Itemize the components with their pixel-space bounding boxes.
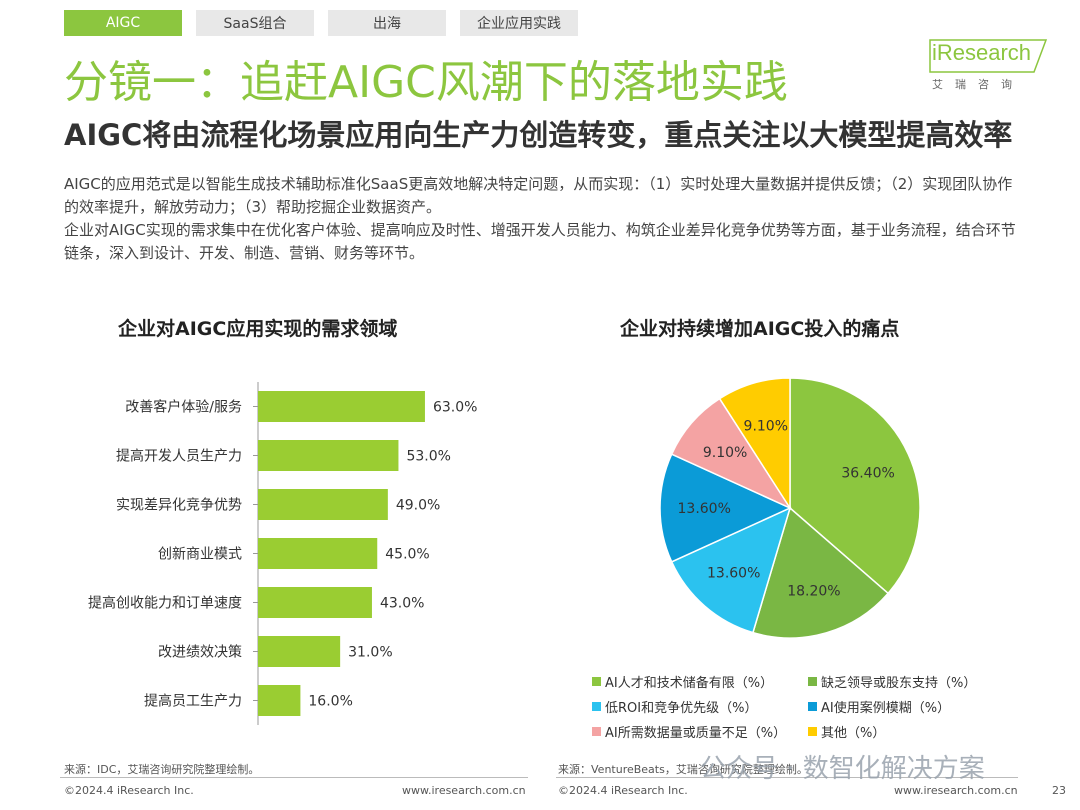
bar-chart: 改善客户体验/服务 63.0% 提高开发人员生产力 53.0% 实现差异化竞争优势 49.… [88, 382, 477, 725]
legend-swatch [808, 702, 817, 711]
footer-copyright-left: ©2024.4 iResearch Inc. [64, 784, 194, 797]
legend-swatch [808, 677, 817, 686]
legend-item: AI人才和技术储备有限（%） [592, 672, 808, 691]
page-title: 分镜一：追赶AIGC风潮下的落地实践 [64, 57, 788, 108]
pie-slice-label: 13.60% [707, 566, 760, 582]
pie-legend: AI人才和技术储备有限（%） 缺乏领导或股东支持（%） 低ROI和竞争优先级（%） A… [592, 672, 1012, 741]
bar-6 [258, 685, 301, 716]
pie-slice-0 [789, 377, 921, 595]
bar-4 [258, 587, 372, 618]
page-number: 23 [1052, 784, 1066, 797]
pie-chart: 36.40% 18.20% 13.60% 13.60% 9.10% 9.10% [659, 377, 921, 639]
legend-item: 其他（%） [808, 722, 1008, 741]
intro-paragraph-2: 企业对AIGC实现的需求集中在优化客户体验、提高响应及时性、增强开发人员能力、构… [64, 221, 1016, 262]
bar-category-label: 改进绩效决策 [158, 644, 242, 661]
pie-slice-3 [659, 453, 792, 563]
legend-label: AI所需数据量或质量不足（%） [605, 726, 787, 741]
intro-text: AIGC的应用范式是以智能生成技术辅助标准化SaaS更高效地解决特定问题，从而实… [64, 173, 1024, 265]
bar-category-label: 创新商业模式 [158, 547, 242, 563]
legend-label: AI使用案例模糊（%） [821, 701, 951, 716]
bar-category-label: 改善客户体验/服务 [125, 399, 242, 416]
pie-slice-label: 13.60% [678, 501, 731, 517]
footer-url-right: www.iresearch.com.cn [894, 784, 1018, 797]
bar-chart-title: 企业对AIGC应用实现的需求领域 [118, 318, 398, 340]
bar-category-label: 提高员工生产力 [144, 693, 242, 710]
bar-value-label: 49.0% [396, 498, 440, 514]
bar-3 [258, 538, 378, 569]
footer-copyright-right: ©2024.4 iResearch Inc. [558, 784, 688, 797]
legend-label: 其他（%） [821, 726, 886, 741]
bar-value-label: 43.0% [380, 596, 424, 612]
footer-url-left: www.iresearch.com.cn [402, 784, 526, 797]
logo-word: iResearch [932, 40, 1032, 65]
legend-item: AI所需数据量或质量不足（%） [592, 722, 808, 741]
legend-label: AI人才和技术储备有限（%） [605, 676, 774, 691]
bar-value-label: 31.0% [348, 645, 392, 661]
bar-1 [258, 440, 399, 471]
legend-item: AI使用案例模糊（%） [808, 697, 1008, 716]
legend-label: 缺乏领导或股东支持（%） [821, 676, 977, 691]
bar-value-label: 53.0% [406, 449, 450, 465]
bar-0 [258, 391, 425, 422]
pie-slice-label: 18.20% [787, 583, 840, 599]
footer-divider-left [60, 777, 528, 778]
bar-value-label: 63.0% [433, 400, 477, 416]
bar-5 [258, 636, 341, 667]
pie-slice-label: 9.10% [703, 445, 747, 461]
legend-label: 低ROI和竞争优先级（%） [605, 701, 758, 716]
pie-slice-5 [718, 377, 791, 511]
legend-swatch [592, 727, 601, 736]
legend-swatch [808, 727, 817, 736]
bar-category-label: 提高开发人员生产力 [116, 448, 242, 465]
watermark: 公众号 · 数智化解决方案 [700, 754, 985, 784]
iresearch-logo: iResearch 艾瑞咨询 [928, 36, 1048, 96]
bar-category-label: 提高创收能力和订单速度 [88, 595, 242, 612]
source-right: 来源：VentureBeats，艾瑞咨询研究院整理绘制。 [558, 763, 808, 776]
page-subtitle: AIGC将由流程化场景应用向生产力创造转变，重点关注以大模型提高效率 [64, 118, 1013, 152]
pie-chart-title: 企业对持续增加AIGC投入的痛点 [620, 318, 900, 340]
tab-overseas[interactable]: 出海 [328, 10, 446, 36]
bar-category-label: 实现差异化竞争优势 [116, 497, 242, 514]
legend-item: 缺乏领导或股东支持（%） [808, 672, 1008, 691]
tab-aigc[interactable]: AIGC [64, 10, 182, 36]
section-tabs: AIGC SaaS组合 出海 企业应用实践 [64, 10, 578, 36]
footer-divider-right [556, 777, 1018, 778]
pie-slice-2 [670, 506, 792, 634]
legend-item: 低ROI和竞争优先级（%） [592, 697, 808, 716]
pie-slice-label: 9.10% [744, 419, 788, 435]
logo-flag-icon [929, 39, 1048, 73]
pie-slice-1 [752, 506, 890, 639]
bar-value-label: 45.0% [385, 547, 429, 563]
tab-saas[interactable]: SaaS组合 [196, 10, 314, 36]
legend-swatch [592, 702, 601, 711]
tab-enterprise-practice[interactable]: 企业应用实践 [460, 10, 578, 36]
pie-slice-label: 36.40% [841, 465, 894, 481]
legend-swatch [592, 677, 601, 686]
logo-sub: 艾瑞咨询 [932, 78, 1024, 91]
bar-2 [258, 489, 388, 520]
source-left: 来源：IDC，艾瑞咨询研究院整理绘制。 [64, 763, 260, 776]
bar-value-label: 16.0% [308, 694, 352, 710]
intro-paragraph-1: AIGC的应用范式是以智能生成技术辅助标准化SaaS更高效地解决特定问题，从而实… [64, 175, 1013, 216]
